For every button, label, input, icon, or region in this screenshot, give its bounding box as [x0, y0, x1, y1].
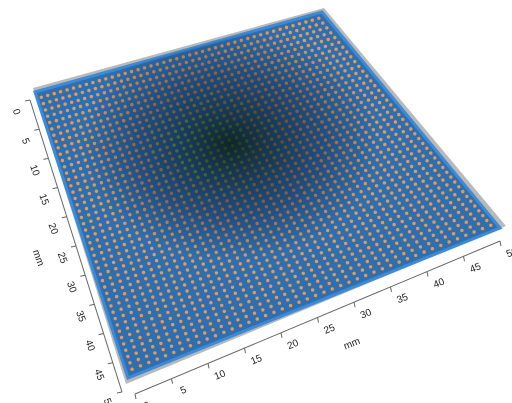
- surface-view: 0510152025303540455005101520253035404550…: [0, 0, 512, 403]
- tick-mark: [427, 272, 428, 277]
- left-tick-label: 5: [19, 137, 31, 146]
- bottom-tick-label: 30: [359, 307, 374, 322]
- left-tick-label: 25: [55, 251, 69, 266]
- left-tick-label: 0: [10, 108, 22, 117]
- bottom-tick-label: 40: [432, 276, 447, 291]
- tick-mark: [172, 379, 173, 384]
- left-tick-label: 20: [46, 222, 60, 237]
- tick-mark: [117, 392, 122, 393]
- tick-mark: [80, 275, 85, 276]
- bottom-tick-label: 50: [505, 246, 512, 261]
- tick-mark: [62, 217, 67, 218]
- bottom-axis-label: mm: [342, 336, 362, 352]
- bottom-tick-label: 10: [213, 368, 228, 383]
- bottom-tick-label: 25: [322, 322, 337, 337]
- tick-mark: [53, 188, 58, 189]
- tick-mark: [108, 363, 113, 364]
- tick-mark: [318, 318, 319, 323]
- bottom-tick-label: 20: [286, 338, 301, 353]
- tick-mark: [281, 333, 282, 338]
- tick-mark: [245, 348, 246, 353]
- bottom-tick-label: 5: [179, 385, 189, 397]
- left-tick-label: 10: [27, 163, 41, 178]
- tick-mark: [135, 394, 136, 399]
- tick-mark: [34, 129, 39, 130]
- tick-mark: [99, 334, 104, 335]
- tick-mark: [391, 287, 392, 292]
- tick-mark: [71, 246, 76, 247]
- bottom-tick-label: 15: [249, 353, 264, 368]
- tick-mark: [25, 100, 30, 101]
- bottom-tick-label: 45: [468, 261, 483, 276]
- left-axis-label: mm: [30, 248, 46, 267]
- left-tick-label: 40: [82, 339, 96, 354]
- left-tick-label: 50: [101, 397, 115, 403]
- tick-mark: [464, 256, 465, 261]
- tick-mark: [500, 241, 501, 246]
- tick-mark: [43, 158, 48, 159]
- left-tick-label: 35: [73, 309, 87, 324]
- bottom-tick-label: 35: [395, 292, 410, 307]
- left-tick-label: 30: [64, 280, 78, 295]
- left-tick-label: 15: [36, 193, 50, 208]
- tick-mark: [208, 363, 209, 368]
- left-tick-label: 45: [92, 368, 106, 383]
- tick-mark: [89, 304, 94, 305]
- tick-mark: [354, 302, 355, 307]
